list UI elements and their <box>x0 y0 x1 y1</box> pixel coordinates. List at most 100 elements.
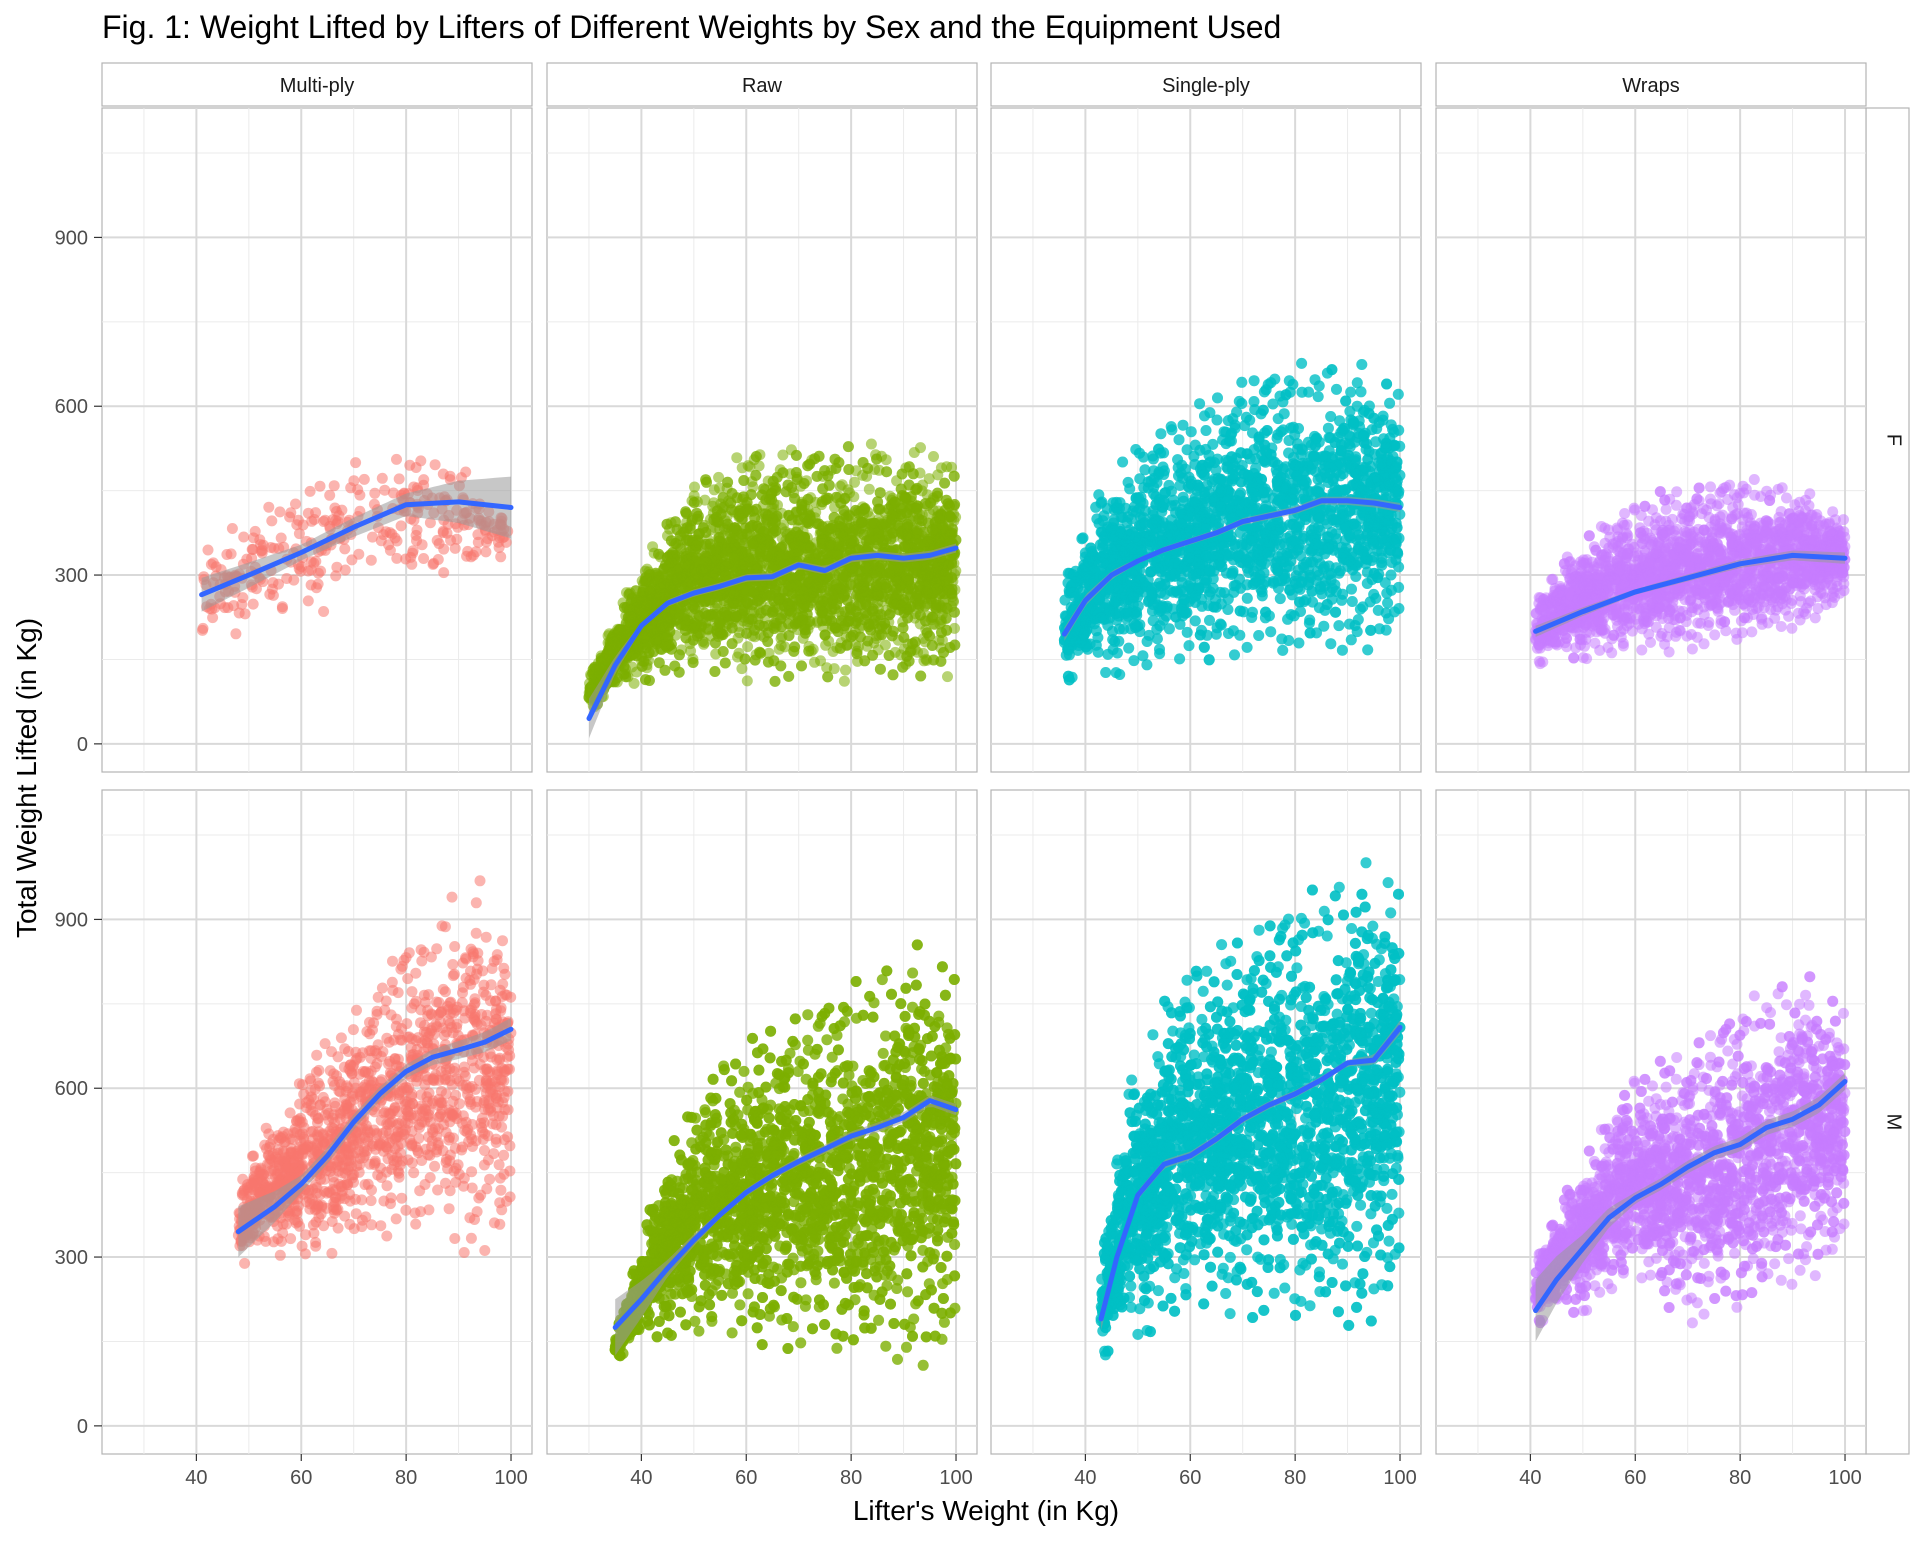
data-point <box>731 611 742 622</box>
data-point <box>859 655 870 666</box>
data-point <box>761 605 772 616</box>
data-point <box>340 565 351 576</box>
data-point <box>795 542 806 553</box>
data-point <box>822 671 833 682</box>
data-point <box>871 580 882 591</box>
data-point <box>305 486 316 497</box>
data-point <box>732 550 743 561</box>
data-point <box>691 568 702 579</box>
data-point <box>288 575 299 586</box>
data-point <box>942 671 953 682</box>
data-point <box>802 516 813 527</box>
data-point <box>318 606 329 617</box>
data-point <box>657 619 668 630</box>
data-point <box>942 603 953 614</box>
data-point <box>800 624 811 635</box>
data-point <box>725 498 736 509</box>
data-point <box>394 473 405 484</box>
data-point <box>902 613 913 624</box>
data-point <box>791 507 802 518</box>
data-point <box>845 602 856 613</box>
data-point <box>749 625 760 636</box>
data-point <box>896 484 907 495</box>
data-point <box>877 519 888 530</box>
data-point <box>198 623 209 634</box>
data-point <box>866 439 877 450</box>
data-point <box>809 657 820 668</box>
data-point <box>451 534 462 545</box>
data-point <box>645 587 656 598</box>
data-point <box>837 479 848 490</box>
data-point <box>859 504 870 515</box>
x-axis-title: Lifter's Weight (in Kg) <box>853 1495 1119 1526</box>
data-point <box>904 656 915 667</box>
data-point <box>640 572 651 583</box>
data-point <box>701 477 712 488</box>
facet-panel <box>102 108 532 772</box>
data-point <box>236 599 247 610</box>
data-point <box>901 508 912 519</box>
data-point <box>306 580 317 591</box>
data-point <box>789 493 800 504</box>
data-point <box>796 660 807 671</box>
data-point <box>298 520 309 531</box>
data-point <box>366 555 377 566</box>
data-point <box>864 484 875 495</box>
panel-border <box>102 108 532 772</box>
data-point <box>934 513 945 524</box>
data-point <box>303 595 314 606</box>
data-point <box>921 588 932 599</box>
data-point <box>786 482 797 493</box>
data-point <box>442 528 453 539</box>
data-point <box>768 476 779 487</box>
data-point <box>257 545 268 556</box>
facet-panel <box>547 108 977 772</box>
data-point <box>722 477 733 488</box>
data-point <box>625 611 636 622</box>
data-point <box>843 441 854 452</box>
data-point <box>741 597 752 608</box>
data-point <box>495 551 506 562</box>
data-point <box>820 629 831 640</box>
data-point <box>846 631 857 642</box>
data-point <box>710 545 721 556</box>
data-point <box>610 640 621 651</box>
data-point <box>928 451 939 462</box>
data-point <box>786 601 797 612</box>
data-point <box>688 657 699 668</box>
data-point <box>902 529 913 540</box>
data-point <box>898 622 909 633</box>
data-point <box>445 471 456 482</box>
data-point <box>203 545 214 556</box>
data-point <box>860 562 871 573</box>
data-point <box>727 623 738 634</box>
data-point <box>849 477 860 488</box>
data-point <box>932 491 943 502</box>
data-point <box>309 514 320 525</box>
data-point <box>931 599 942 610</box>
data-point <box>230 628 241 639</box>
data-point <box>768 655 779 666</box>
data-point <box>742 641 753 652</box>
data-point <box>666 639 677 650</box>
data-point <box>915 671 926 682</box>
data-point <box>770 676 781 687</box>
data-point <box>907 584 918 595</box>
data-point <box>660 665 671 676</box>
data-point <box>909 447 920 458</box>
data-point <box>939 478 950 489</box>
data-point <box>924 631 935 642</box>
facet-strip-label: M <box>1883 1114 1905 1131</box>
data-point <box>873 590 884 601</box>
data-point <box>912 483 923 494</box>
data-point <box>692 631 703 642</box>
data-point <box>266 515 277 526</box>
data-point <box>868 619 879 630</box>
data-point <box>408 545 419 556</box>
data-point <box>434 538 445 549</box>
data-point <box>742 675 753 686</box>
data-point <box>816 534 827 545</box>
facet-strip-label: Multi-ply <box>280 75 354 97</box>
data-point <box>932 584 943 595</box>
data-point <box>802 494 813 505</box>
